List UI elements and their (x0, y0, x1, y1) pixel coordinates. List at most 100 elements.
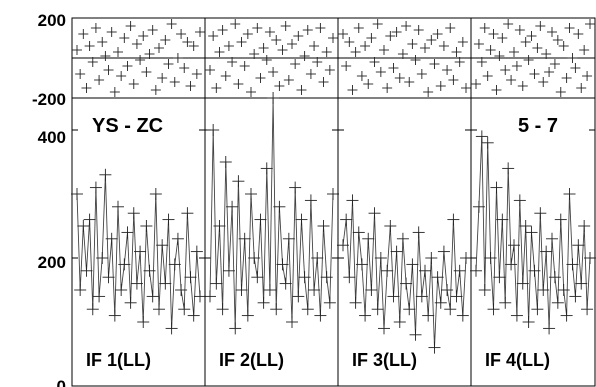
amp-point (295, 213, 308, 226)
phase-point (271, 35, 282, 45)
phase-point (227, 57, 238, 67)
phase-point (511, 61, 522, 71)
phase-point (356, 71, 367, 81)
amp-point (327, 188, 339, 200)
amp-point (496, 213, 509, 226)
phase-point (305, 69, 316, 79)
phase-point (366, 33, 377, 43)
phase-point (205, 65, 215, 75)
amp-point (346, 194, 359, 207)
phase-point (520, 37, 531, 47)
amp-point (406, 258, 419, 271)
phase-point (476, 57, 487, 67)
amp-point (381, 264, 394, 277)
amp-point (557, 284, 570, 296)
amp-point (581, 303, 594, 316)
amp-point (575, 277, 588, 290)
amp-point (89, 181, 102, 194)
phase-point (321, 47, 332, 57)
amp-point (86, 303, 99, 316)
panel-label: IF 4(LL) (485, 350, 550, 370)
phase-point (413, 25, 424, 35)
phase-point (473, 39, 484, 49)
amp-point (490, 181, 503, 194)
phase-point (379, 45, 389, 55)
amp-point (349, 296, 362, 309)
phase-point (549, 59, 560, 69)
amp-point (470, 264, 482, 277)
phase-point (482, 71, 493, 81)
phase-point (360, 41, 371, 51)
phase-point (344, 37, 355, 47)
phase-point (135, 55, 146, 65)
phase-point (324, 65, 335, 75)
phase-point (296, 85, 307, 95)
phase-point (131, 39, 142, 49)
amp-point (502, 162, 515, 175)
amp-point (352, 226, 365, 239)
amp-point (371, 303, 384, 316)
phase-point (150, 85, 161, 95)
phase-point (75, 69, 86, 79)
amp-point (437, 245, 450, 258)
amp-point (80, 264, 93, 277)
phase-point (312, 57, 323, 67)
phase-point (122, 61, 133, 71)
phase-point (416, 69, 427, 79)
phase-point (461, 83, 471, 93)
phase-point (582, 71, 593, 81)
amp-point (229, 322, 242, 335)
amp-point (190, 245, 203, 258)
phase-point (432, 29, 443, 39)
amp-point (519, 220, 532, 232)
phase-point (369, 57, 380, 67)
amp-point (105, 232, 118, 245)
amp-point (493, 271, 506, 284)
phase-point (252, 23, 263, 33)
amp-point (165, 322, 178, 335)
amp-point (245, 188, 257, 200)
amp-point (175, 284, 188, 296)
phase-point (388, 63, 399, 73)
amp-point (362, 232, 375, 245)
phase-point (103, 65, 114, 75)
amp-point (130, 277, 143, 290)
amp-point (340, 213, 353, 226)
phase-point (97, 37, 108, 47)
amp-point (235, 284, 248, 296)
phase-point (500, 65, 511, 75)
amp-point (584, 252, 596, 264)
amp-point (314, 309, 327, 322)
phase-point (494, 51, 505, 61)
amp-tick-0: 0 (57, 377, 66, 387)
amp-point (308, 284, 321, 296)
phase-point (538, 77, 549, 87)
phase-point (249, 49, 260, 59)
phase-point (485, 45, 496, 55)
amp-point (254, 213, 267, 226)
amp-point (378, 322, 390, 335)
amp-point (453, 264, 466, 277)
amp-point (301, 303, 314, 316)
phase-point (157, 73, 168, 83)
amp-point (569, 290, 582, 303)
phase-point (100, 51, 111, 61)
amp-point (444, 303, 457, 316)
phase-point (119, 33, 130, 43)
phase-point (113, 47, 123, 57)
amp-point (522, 316, 535, 328)
phase-point (283, 75, 294, 85)
amp-point (409, 328, 422, 341)
amp-point (121, 226, 134, 239)
phase-point (84, 41, 95, 51)
amp-frame (470, 97, 596, 387)
amp-trace (342, 200, 467, 348)
amp-point (543, 322, 556, 335)
amp-point (534, 207, 547, 220)
phase-point (561, 73, 572, 83)
amp-point (181, 207, 194, 220)
phase-point (160, 35, 171, 45)
amp-point (505, 258, 518, 271)
phase-point (261, 55, 272, 65)
